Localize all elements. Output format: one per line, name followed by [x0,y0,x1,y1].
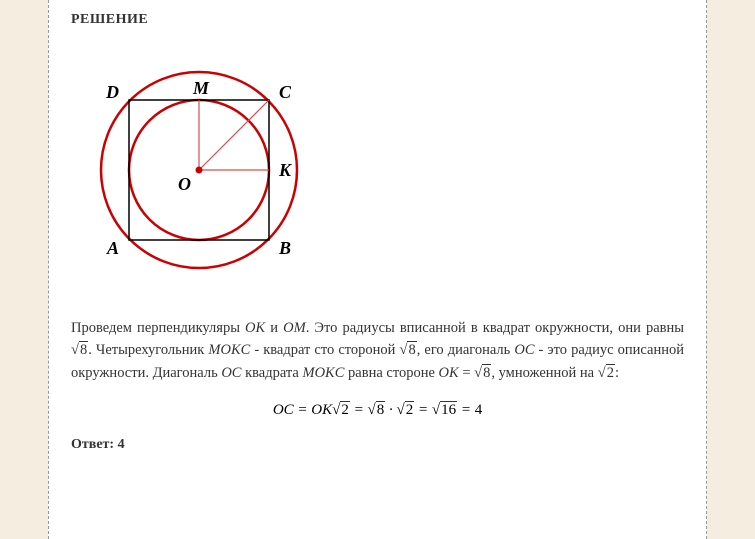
svg-text:C: C [279,82,292,102]
var-ok: OK [439,365,459,381]
var-oc: OC [514,342,534,358]
text-run: . Это радиусы вписанной в квадрат окружн… [306,320,684,336]
text-run: , его диагональ [417,342,515,358]
text-run: и [265,320,283,336]
text-run: . Четырехугольник [88,342,208,358]
svg-text:M: M [192,78,210,98]
answer-value: 4 [118,437,125,452]
answer-line: Ответ: 4 [71,437,684,453]
svg-text:K: K [278,160,293,180]
var-oc: OC [221,365,241,381]
solution-paragraph: Проведем перпендикуляры OK и OM. Это рад… [71,317,684,384]
text-run: = [459,365,474,381]
formula-ok: OK [311,402,332,418]
var-mokc: MOKC [208,342,250,358]
text-run: : [615,365,619,381]
sqrt-8: √8 [399,341,416,358]
sqrt-8: √8 [474,364,491,381]
formula-result: 4 [475,402,483,418]
section-title: РЕШЕНИЕ [71,12,684,28]
sqrt-2: √2 [396,401,414,418]
formula: OC = OK√2 = √8 · √2 = √16 = 4 [71,402,684,419]
sqrt-8: √8 [71,341,88,358]
var-ok: OK [245,320,265,336]
text-run: квадрата [241,365,302,381]
sqrt-16: √16 [432,401,457,418]
text-run: - квадрат сто стороной [250,342,399,358]
diagram-svg: D M C K O A B [71,42,327,292]
var-om: OM [283,320,306,336]
formula-lhs: OC [273,402,294,418]
svg-text:A: A [106,238,119,258]
content-panel: РЕШЕНИЕ D M C K O A B Проведем перпендикуляры … [48,0,707,539]
geometry-diagram: D M C K O A B [71,42,684,297]
text-run: , умноженной на [491,365,597,381]
svg-text:D: D [105,82,119,102]
svg-text:B: B [278,238,291,258]
text-run: равна стороне [344,365,438,381]
var-mokc: MOKC [303,365,345,381]
sqrt-8: √8 [367,401,385,418]
text-run: Проведем перпендикуляры [71,320,245,336]
svg-text:O: O [178,174,191,194]
sqrt-2: √2 [598,364,615,381]
sqrt-2: √2 [332,401,350,418]
answer-label: Ответ: [71,437,118,452]
